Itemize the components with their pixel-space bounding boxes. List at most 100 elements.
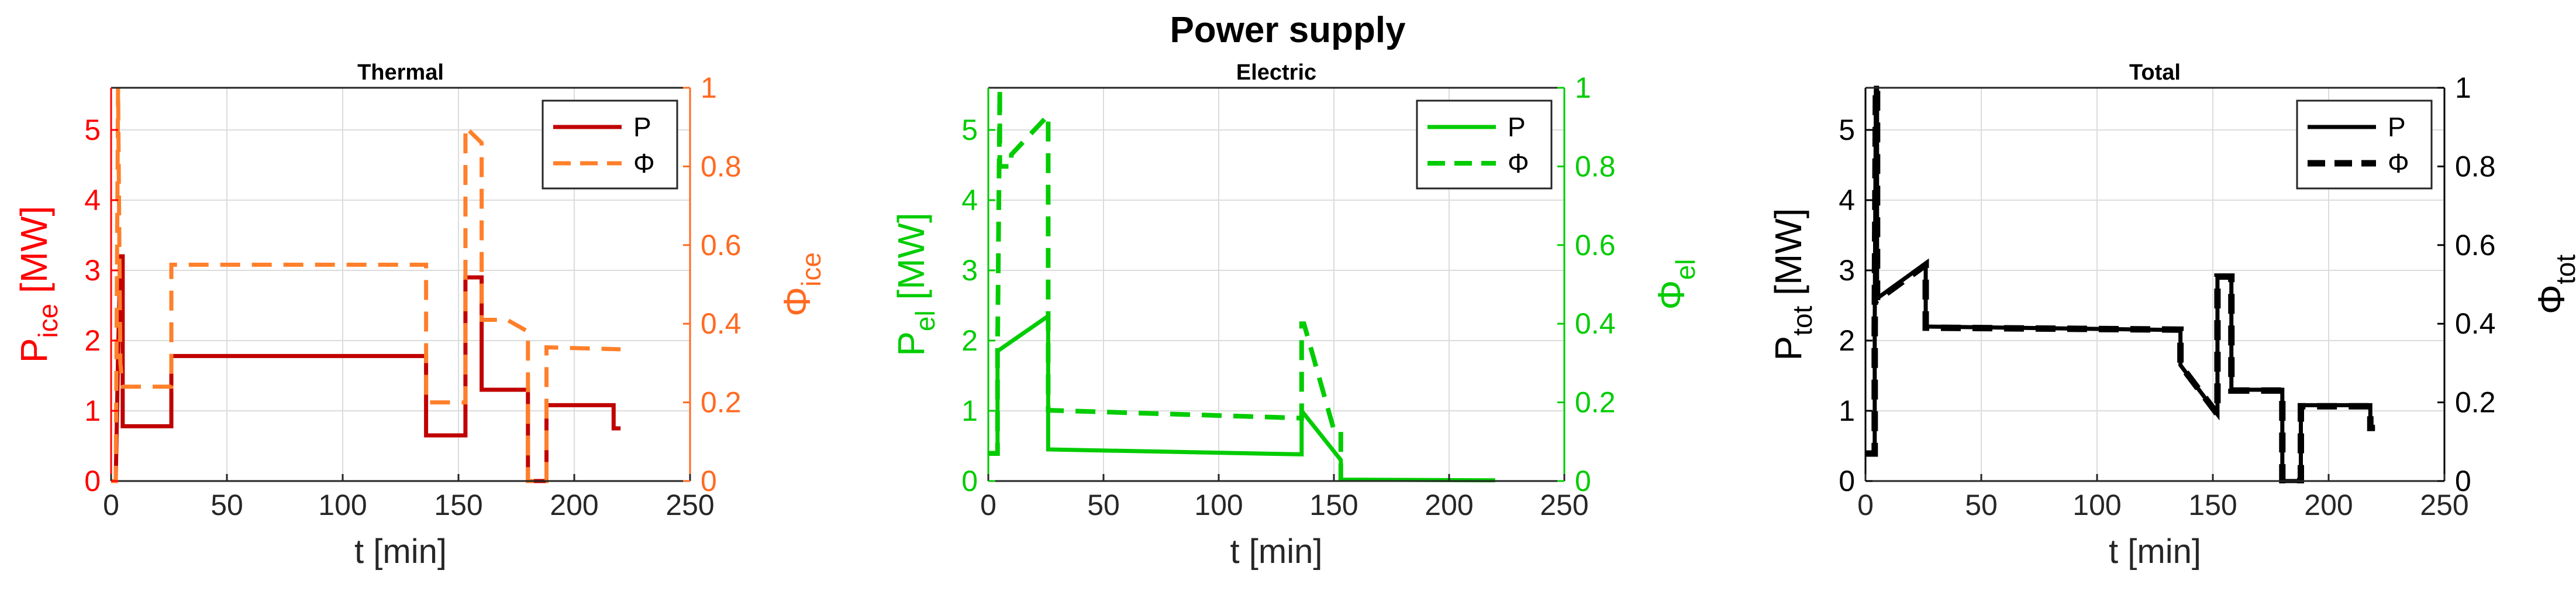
legend: PΦ [1416, 99, 1553, 190]
y-label-left-tail: [MW] [1767, 208, 1809, 306]
legend-box [2296, 99, 2433, 190]
y-label-left-sub: el [910, 310, 940, 331]
chart-thermal: 0 50 100 150 200 25001234500.20.40.60.81Therm… [13, 60, 826, 571]
x-tick-label: 200 [1425, 489, 1473, 521]
legend-label-p: P [633, 112, 651, 142]
y-axis-label-left: Ptot [MW] [1767, 208, 1818, 361]
y-tick-label-left: 5 [1839, 114, 1855, 146]
x-axis-label: t [min] [1230, 533, 1323, 571]
y-tick-label-left: 5 [961, 114, 978, 146]
x-tick-label: 0 [1857, 489, 1874, 521]
x-tick-label: 150 [434, 489, 482, 521]
panel-title: Thermal [357, 60, 444, 85]
legend-label-phi: Φ [1508, 148, 1529, 178]
y-tick-label-right: 0.8 [701, 150, 742, 183]
y-label-right-base: Φ [1650, 280, 1692, 310]
y-tick-label-left: 5 [84, 114, 101, 146]
x-tick-label: 100 [318, 489, 367, 521]
chart-electric: 0 50 100 150 200 25001234500.20.40.60.81Elect… [890, 60, 1701, 571]
series-group [988, 87, 1495, 483]
y-tick-label-right: 0.8 [1575, 150, 1616, 183]
chart-total: 0 50 100 150 200 25001234500.20.40.60.81Total… [1767, 60, 2576, 571]
y-tick-label-right: 0 [701, 465, 717, 497]
panel-title: Total [2129, 60, 2181, 85]
y-axis-label-right: Φice [776, 252, 826, 317]
x-tick-label: 100 [1194, 489, 1243, 521]
y-tick-label-right: 0.6 [1575, 229, 1616, 262]
legend-label-phi: Φ [2388, 148, 2409, 178]
series-line-phi [988, 87, 1343, 481]
y-tick-label-left: 3 [961, 254, 978, 287]
x-axis-label: t [min] [2109, 533, 2201, 571]
x-tick-label: 50 [1087, 489, 1120, 521]
y-tick-label-right: 0.6 [701, 229, 742, 262]
y-tick-label-left: 4 [1839, 184, 1855, 217]
y-label-left-base: P [890, 331, 932, 356]
x-axis-label: t [min] [354, 533, 447, 571]
x-tick-label: 150 [1309, 489, 1358, 521]
x-tick-label: 200 [550, 489, 598, 521]
y-axis-label-right: Φel [1650, 259, 1701, 310]
y-label-right-base: Φ [2530, 284, 2572, 314]
y-tick-label-right: 0.8 [2455, 150, 2496, 183]
y-tick-label-right: 0.2 [1575, 386, 1616, 419]
y-label-left-tail: [MW] [13, 206, 55, 304]
y-tick-label-left: 4 [84, 184, 101, 217]
y-tick-label-right: 0.4 [2455, 307, 2496, 340]
y-tick-label-right: 0.2 [701, 386, 742, 419]
y-tick-label-right: 1 [1575, 71, 1591, 104]
panel-title: Electric [1236, 60, 1316, 85]
y-label-left-base: P [13, 338, 55, 363]
x-tick-label: 50 [211, 489, 243, 521]
y-label-left-sub: ice [33, 304, 63, 338]
y-tick-label-right: 0 [1575, 465, 1591, 497]
y-tick-label-right: 1 [701, 71, 717, 104]
y-tick-label-left: 3 [1839, 254, 1855, 287]
x-tick-label: 0 [980, 489, 996, 521]
legend: PΦ [542, 99, 678, 190]
y-tick-label-left: 1 [961, 394, 978, 427]
y-label-right-base: Φ [776, 287, 818, 317]
legend-box [542, 99, 678, 190]
y-axis-label-left: Pel [MW] [890, 212, 940, 356]
y-tick-label-left: 3 [84, 254, 101, 287]
y-label-left-sub: tot [1787, 305, 1818, 335]
y-label-right-sub: ice [796, 252, 826, 287]
legend-label-p: P [1508, 112, 1526, 142]
y-tick-label-left: 1 [84, 394, 101, 427]
x-tick-label: 0 [103, 489, 119, 521]
y-tick-label-left: 2 [1839, 324, 1855, 357]
y-tick-label-left: 0 [84, 465, 101, 497]
x-tick-label: 150 [2188, 489, 2237, 521]
legend-label-p: P [2388, 112, 2406, 142]
x-tick-label: 50 [1965, 489, 1998, 521]
x-tick-label: 200 [2304, 489, 2353, 521]
y-label-right-sub: tot [2550, 255, 2576, 284]
legend: PΦ [2296, 99, 2433, 190]
y-label-left-tail: [MW] [890, 212, 932, 310]
figure-title: Power supply [1170, 10, 1406, 50]
y-axis-label-left: Pice [MW] [13, 206, 63, 363]
x-tick-label: 250 [1540, 489, 1588, 521]
y-axis-label-right: Φtot [2530, 255, 2576, 314]
y-tick-label-left: 0 [1839, 465, 1855, 497]
y-tick-label-left: 0 [961, 465, 978, 497]
x-tick-label: 100 [2072, 489, 2121, 521]
y-tick-label-left: 1 [1839, 394, 1855, 427]
x-tick-label: 250 [665, 489, 714, 521]
y-tick-label-right: 0 [2455, 465, 2471, 497]
y-label-left-base: P [1767, 336, 1809, 361]
legend-box [1416, 99, 1553, 190]
x-tick-label: 250 [2420, 489, 2468, 521]
panels: 0 50 100 150 200 25001234500.20.40.60.81Therm… [13, 60, 2576, 571]
y-label-right-sub: el [1670, 259, 1701, 280]
y-tick-label-right: 0.4 [1575, 307, 1616, 340]
y-tick-label-right: 1 [2455, 71, 2471, 104]
y-tick-label-right: 0.2 [2455, 386, 2496, 419]
y-tick-label-left: 2 [84, 324, 101, 357]
y-tick-label-left: 2 [961, 324, 978, 357]
legend-label-phi: Φ [633, 148, 655, 178]
y-tick-label-right: 0.4 [701, 307, 742, 340]
y-tick-label-left: 4 [961, 184, 978, 217]
